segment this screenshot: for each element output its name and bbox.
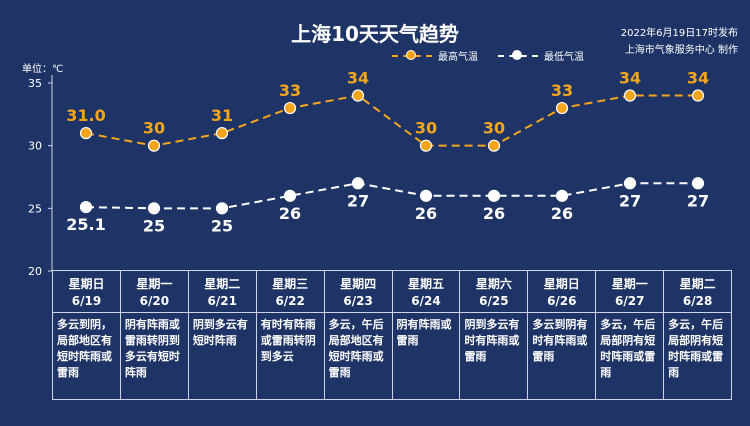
- temperature-chart: 20 25 30 35 31.0 30 31 33 34 30 30 33 34 34 25.1 25 25 26…: [28, 69, 709, 278]
- weather-description: 多云，午后 局部地区有 短时阵雨或 雷雨: [324, 312, 392, 381]
- weekday-label: 星期二: [679, 277, 716, 291]
- weather-description: 阴有阵雨或 雷雨: [392, 312, 460, 349]
- weather-description: 多云到阴有 时有阵雨或 雷雨: [528, 312, 596, 365]
- day-column: 星期二 6/21 阴到多云有 短时阵雨: [188, 271, 257, 399]
- data-point: [147, 139, 161, 152]
- data-point: [555, 189, 569, 202]
- legend-high: 最高气温: [392, 48, 478, 63]
- data-point: [283, 189, 297, 202]
- data-point: [351, 89, 365, 102]
- day-column: 星期日 6/19 多云到阴， 局部地区有 短时阵雨或 雷雨: [52, 271, 121, 399]
- date-label: 6/20: [139, 294, 170, 308]
- weekday-label: 星期六: [475, 277, 512, 291]
- data-point: [351, 177, 365, 190]
- data-point: [691, 177, 705, 190]
- day-column: 星期日 6/26 多云到阴有 时有阵雨或 雷雨: [528, 271, 597, 399]
- data-label: 26: [415, 204, 437, 223]
- data-label: 33: [279, 81, 301, 100]
- data-label: 25: [211, 216, 233, 235]
- chart-title: 上海10天天气趋势: [291, 22, 459, 46]
- weather-description: 阴到多云有 时有阵雨或 雷雨: [460, 312, 528, 365]
- unit-label: 单位：℃: [22, 64, 64, 75]
- data-label: 27: [347, 191, 369, 210]
- weekday-label: 星期一: [136, 277, 173, 291]
- data-label: 31: [211, 106, 233, 125]
- data-label: 34: [619, 69, 641, 88]
- data-point: [215, 127, 229, 140]
- data-label: 33: [551, 81, 573, 100]
- date-label: 6/21: [207, 294, 237, 308]
- date-label: 6/28: [682, 294, 713, 308]
- day-column: 星期三 6/22 有时有阵雨 或雷雨转阴 到多云: [256, 271, 325, 399]
- date-label: 6/23: [343, 294, 373, 308]
- legend-high-label: 最高气温: [438, 52, 478, 63]
- data-label: 30: [415, 119, 437, 138]
- data-label: 34: [687, 69, 709, 88]
- data-point: [215, 202, 229, 215]
- weekday-label: 星期日: [68, 277, 105, 291]
- legend-low-label: 最低气温: [544, 52, 584, 63]
- data-point: [147, 202, 161, 215]
- date-label: 6/25: [479, 294, 509, 308]
- data-label: 25: [143, 216, 165, 235]
- publish-time: 2022年6月19日17时发布: [620, 28, 738, 39]
- weekday-label: 星期日: [543, 277, 580, 291]
- data-point: [623, 177, 637, 190]
- data-point: [623, 89, 637, 102]
- day-column: 星期一 6/27 多云，午后 局部阴有短 时阵雨或雷 雨: [596, 271, 665, 399]
- date-label: 6/27: [614, 294, 645, 308]
- weather-description: 多云，午后 局部阴有短 时阵雨或雷 雨: [596, 312, 664, 381]
- date-label: 6/19: [71, 294, 102, 308]
- series-line-low: [85, 182, 698, 210]
- weather-description: 有时有阵雨 或雷雨转阴 到多云: [256, 312, 324, 365]
- day-column: 星期五 6/24 阴有阵雨或 雷雨: [392, 271, 461, 399]
- data-point: [419, 139, 433, 152]
- day-column: 星期一 6/20 阴有阵雨或 雷雨转阴到 多云有短时 阵雨: [120, 271, 189, 399]
- series-line-high: [85, 94, 698, 147]
- data-label: 26: [483, 204, 505, 223]
- day-column: 星期二 6/28 多云，午后 局部阴有短 时阵雨或雷 雨: [664, 271, 733, 399]
- legend-low: 最低气温: [498, 48, 584, 63]
- y-tick-label: 25: [28, 202, 42, 215]
- date-label: 6/22: [275, 294, 305, 308]
- legend-low-swatch: [498, 49, 538, 62]
- data-point: [283, 101, 297, 115]
- data-label: 26: [551, 204, 573, 223]
- data-label: 27: [619, 191, 641, 210]
- y-tick-label: 35: [28, 77, 42, 90]
- day-column: 星期六 6/25 阴到多云有 时有阵雨或 雷雨: [460, 271, 529, 399]
- data-point: [487, 189, 501, 202]
- data-point: [691, 89, 705, 102]
- day-column: 星期四 6/23 多云，午后 局部地区有 短时阵雨或 雷雨: [324, 271, 393, 399]
- y-tick-label: 30: [28, 140, 42, 153]
- data-label: 34: [347, 69, 369, 88]
- data-label: 25.1: [66, 215, 105, 234]
- producer-credit: 上海市气象服务中心 制作: [624, 45, 738, 56]
- weather-description: 阴有阵雨或 雷雨转阴到 多云有短时 阵雨: [120, 312, 188, 381]
- data-label: 30: [483, 119, 505, 138]
- weekday-label: 星期四: [340, 277, 377, 291]
- data-label: 31.0: [66, 106, 105, 125]
- weekday-label: 星期二: [204, 277, 241, 291]
- data-point: [79, 127, 93, 140]
- date-label: 6/26: [547, 294, 577, 308]
- legend-high-swatch: [392, 49, 432, 62]
- data-label: 27: [687, 191, 709, 210]
- data-label: 30: [143, 119, 165, 138]
- data-label: 26: [279, 204, 301, 223]
- weather-description: 多云，午后 局部阴有短 时阵雨或雷 雨: [664, 312, 732, 381]
- forecast-table: 星期日 6/19 多云到阴， 局部地区有 短时阵雨或 雷雨 星期一 6/20 阴有阵雨或 …: [52, 270, 733, 400]
- weekday-label: 星期一: [611, 277, 648, 291]
- weekday-label: 星期三: [272, 277, 309, 291]
- data-point: [555, 101, 569, 115]
- data-point: [487, 139, 501, 152]
- data-point: [79, 200, 93, 214]
- weather-description: 多云到阴， 局部地区有 短时阵雨或 雷雨: [53, 312, 120, 381]
- weather-description: 阴到多云有 短时阵雨: [188, 312, 256, 349]
- y-tick-label: 20: [28, 265, 42, 278]
- data-point: [419, 189, 433, 202]
- date-label: 6/24: [411, 294, 441, 308]
- weekday-label: 星期五: [407, 277, 444, 291]
